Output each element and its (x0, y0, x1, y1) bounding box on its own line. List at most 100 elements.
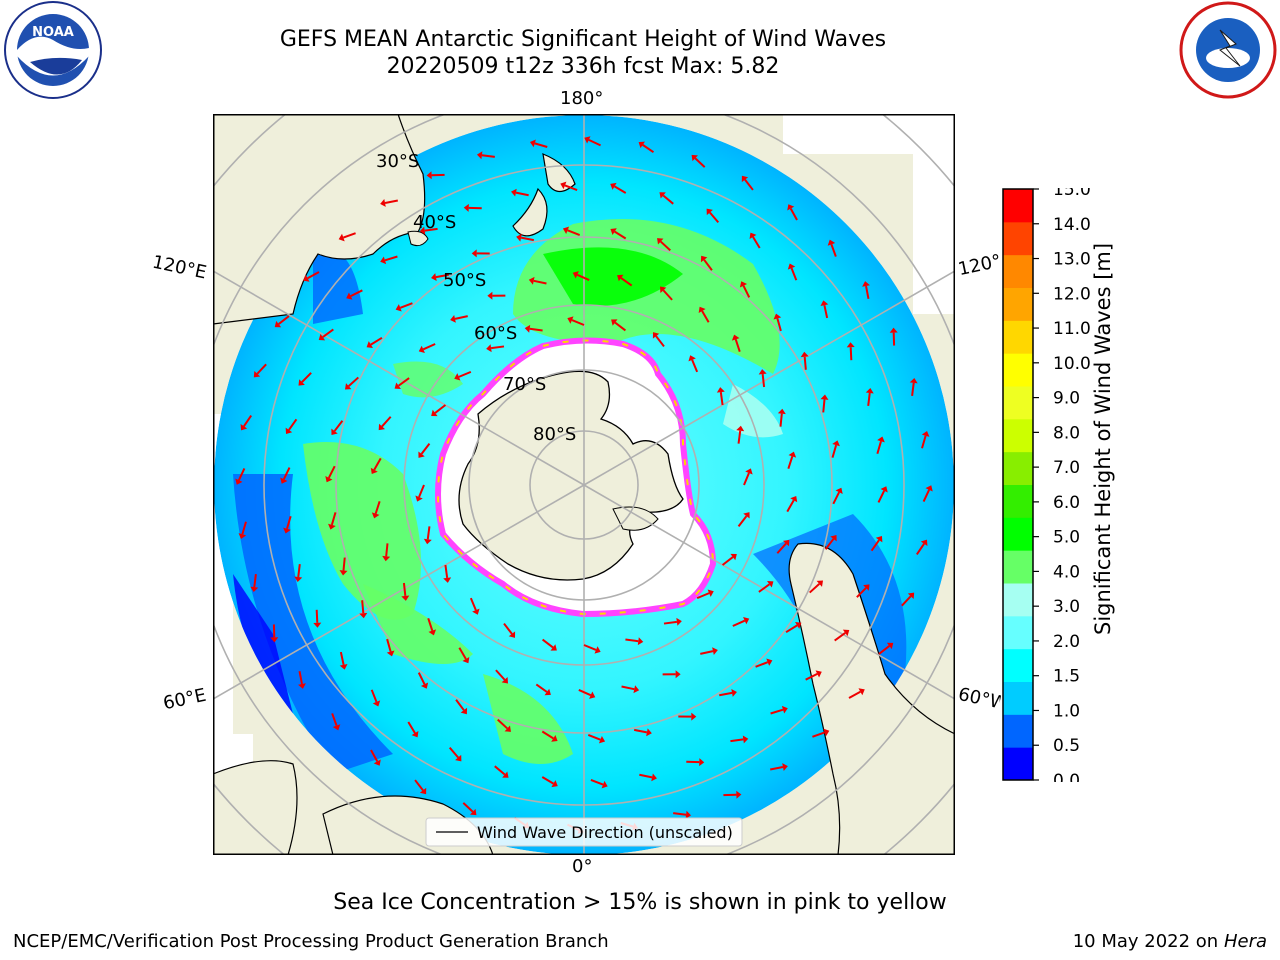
colorbar-tick-label: 6.0 (1053, 493, 1080, 513)
arrow-legend: Wind Wave Direction (unscaled) (425, 817, 743, 847)
wind-wave-arrowhead (572, 271, 579, 279)
wind-wave-arrowhead (238, 533, 247, 540)
wind-wave-arrowhead (707, 589, 714, 597)
wind-wave-arrow (434, 404, 447, 414)
colorbar-swatch (1003, 714, 1033, 748)
colorbar-swatch (1003, 615, 1033, 650)
wind-wave-arrowhead (560, 181, 567, 190)
colorbar-swatch (1003, 648, 1033, 682)
wind-wave-arrow (915, 543, 925, 556)
wind-wave-arrow (564, 184, 578, 192)
wind-wave-arrowhead (820, 300, 829, 307)
wind-wave-arrow (587, 734, 601, 741)
wind-wave-arrow (576, 273, 590, 281)
wind-wave-arrowhead (920, 539, 928, 546)
wind-wave-arrowhead (380, 256, 387, 265)
wind-wave-arrowhead (371, 512, 380, 519)
wind-wave-arrowhead (886, 642, 894, 650)
wind-wave-arrow (455, 699, 465, 711)
wind-wave-arrowhead (472, 608, 480, 615)
wind-wave-arrowhead (741, 175, 749, 183)
wind-wave-arrowhead (332, 724, 341, 731)
wind-wave-arrow (867, 392, 871, 407)
wind-wave-arrowhead (691, 712, 697, 721)
wind-wave-arrowhead (739, 281, 748, 288)
wind-wave-arrow (373, 457, 382, 471)
wind-wave-arrowhead (659, 192, 666, 199)
wind-wave-arrow (755, 661, 769, 668)
wind-wave-arrowhead (820, 394, 829, 400)
wind-wave-arrow (730, 738, 744, 743)
wind-wave-arrowhead (685, 810, 692, 819)
colorbar-tick-label: 13.0 (1053, 250, 1091, 270)
wind-wave-arrow (812, 731, 825, 738)
colorbar-tick-label: 4.0 (1053, 562, 1080, 582)
wind-wave-arrow (822, 399, 826, 413)
wind-wave-arrowhead (652, 332, 660, 339)
wind-wave-arrow (381, 416, 392, 428)
wind-wave-arrowhead (394, 382, 401, 389)
wind-wave-arrowhead (366, 341, 373, 349)
wind-wave-arrow (830, 244, 837, 257)
wind-wave-arrow (342, 557, 346, 571)
wind-wave-arrowhead (790, 495, 798, 503)
wind-wave-arrow (691, 359, 699, 373)
wind-wave-arrow (621, 685, 635, 691)
colorbar-tick-label: 8.0 (1053, 423, 1080, 443)
wind-wave-arrow (737, 430, 742, 444)
colorbar-tick-label: 7.0 (1053, 458, 1080, 478)
wind-wave-arrowhead (862, 281, 870, 287)
wind-wave-arrow (856, 587, 867, 598)
wind-wave-arrow (515, 191, 529, 197)
map-border (213, 114, 955, 855)
wind-wave-arrowhead (745, 468, 753, 475)
wind-wave-arrow (719, 691, 733, 697)
wind-wave-arrowhead (419, 787, 427, 795)
wind-wave-arrow (402, 582, 407, 597)
wind-wave-arrowhead (294, 576, 303, 582)
wind-wave-arrow (701, 310, 710, 323)
colorbar-tick-label: 3.0 (1053, 597, 1080, 617)
wind-wave-arrow (339, 651, 345, 665)
chart-subtitle: 20220509 t12z 336h fcst Max: 5.82 (386, 54, 780, 79)
wind-wave-arrowhead (401, 595, 410, 601)
wind-wave-arrow (662, 289, 673, 301)
wind-wave-arrowhead (858, 688, 865, 696)
wind-wave-arrowhead (418, 451, 425, 458)
colorbar-tick-label: 5.0 (1053, 528, 1080, 548)
wind-wave-arrowhead (550, 644, 557, 651)
wind-wave-arrow (458, 647, 467, 660)
wind-wave-arrow (776, 318, 782, 332)
wind-wave-arrowhead (450, 314, 456, 323)
wind-wave-arrow (417, 672, 426, 685)
wind-wave-arrowhead (502, 771, 509, 778)
wind-wave-arrow (571, 319, 585, 326)
wind-wave-arrowhead (815, 670, 822, 678)
wind-wave-arrow (805, 673, 818, 681)
wind-wave-arrow (737, 515, 748, 528)
colorbar-swatch (1003, 747, 1033, 781)
wind-wave-arrow (333, 420, 344, 432)
wind-wave-arrow (865, 285, 870, 299)
wind-wave-arrowhead (486, 344, 492, 353)
colorbar: 0.0 0.5 1.0 1.5 2.0 3.0 4.0 5.0 6.0 7.0 8.0 9.0 10.0… (1002, 188, 1091, 782)
australia (213, 114, 426, 325)
wind-wave-arrow (567, 229, 581, 236)
wind-wave-arrow (832, 491, 841, 505)
wind-wave-arrow (921, 435, 927, 449)
wind-wave-arrow (673, 812, 687, 816)
wind-wave-arrowhead (338, 233, 345, 242)
wind-wave-arrowhead (743, 512, 750, 519)
wind-wave-arrow (458, 370, 472, 378)
wind-wave-arrow (831, 444, 838, 458)
colorbar-swatch (1003, 189, 1033, 223)
wind-wave-arrow (398, 377, 410, 387)
wind-wave-arrowhead (382, 555, 391, 562)
wind-wave-arrowhead (767, 581, 774, 588)
wind-wave-arrowhead (875, 536, 883, 543)
south-america (788, 542, 955, 855)
wind-wave-arrow (462, 802, 474, 813)
wind-wave-arrow (533, 279, 547, 285)
wind-wave-arrow (370, 689, 378, 703)
wind-wave-arrowhead (865, 388, 874, 394)
